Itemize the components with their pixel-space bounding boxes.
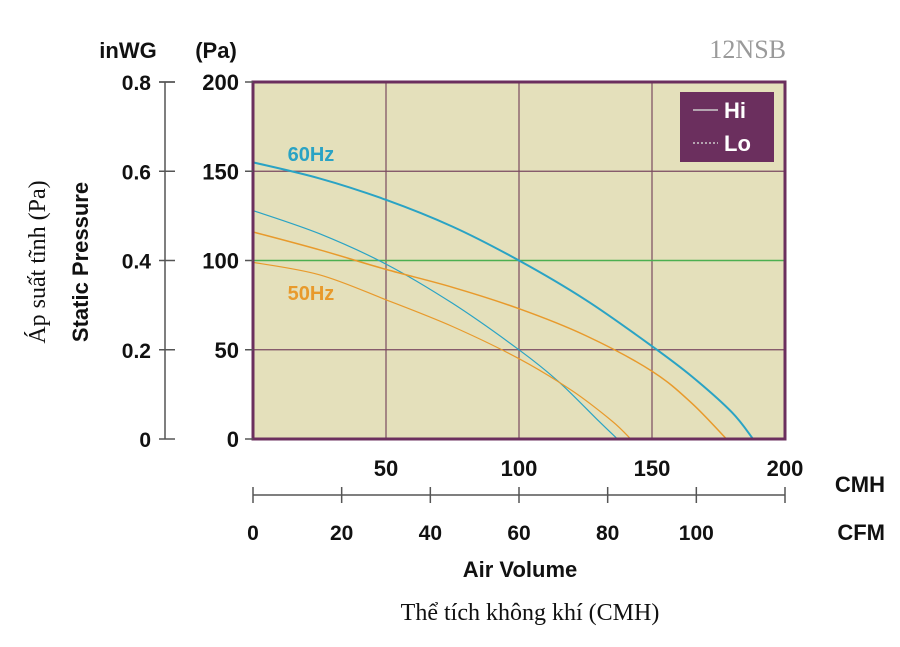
cfm-tick-label: 20 — [330, 522, 353, 545]
model-label: 12NSB — [709, 35, 786, 64]
inwg-tick-label: 0.4 — [122, 251, 152, 274]
cmh-unit: CMH — [835, 472, 885, 497]
cfm-tick-label: 80 — [596, 522, 619, 545]
pa-tick-label: 200 — [202, 70, 239, 95]
y-title-vi: Áp suất tĩnh (Pa) — [25, 180, 51, 343]
left-axis-unit: inWG — [99, 38, 156, 63]
cfm-tick-label: 60 — [507, 522, 530, 545]
legend-box — [680, 92, 774, 162]
pa-tick-label: 150 — [202, 159, 239, 184]
pa-tick-label: 100 — [202, 249, 239, 274]
x-title-vi: Thể tích không khí (CMH) — [401, 600, 660, 626]
pa-tick-label: 50 — [215, 338, 239, 363]
series-line-60hz-lo — [252, 209, 618, 440]
cfm-unit: CFM — [837, 520, 885, 545]
annotation-50hz: 50Hz — [288, 283, 335, 305]
cfm-tick-label: 0 — [247, 522, 259, 545]
inwg-tick-label: 0.8 — [122, 72, 152, 95]
series-line-50hz-lo — [252, 261, 632, 440]
cmh-tick-label: 100 — [501, 456, 538, 481]
inwg-tick-label: 0.6 — [122, 161, 151, 184]
annotation-60hz: 60Hz — [288, 144, 335, 166]
legend-label-hi: Hi — [724, 98, 746, 123]
legend: Hi Lo — [680, 92, 774, 162]
inwg-tick-label: 0.2 — [122, 340, 151, 363]
cmh-tick-label: 50 — [374, 456, 398, 481]
legend-label-lo: Lo — [724, 131, 751, 156]
series-line-60hz-hi — [252, 161, 754, 440]
series-line-50hz-hi — [252, 231, 728, 440]
inwg-tick-label: 0 — [139, 429, 151, 452]
cfm-tick-label: 40 — [419, 522, 442, 545]
cmh-tick-label: 200 — [767, 456, 804, 481]
right-axis-unit: (Pa) — [195, 38, 237, 63]
y-title-en: Static Pressure — [68, 182, 93, 342]
cmh-tick-label: 150 — [634, 456, 671, 481]
pa-tick-label: 0 — [227, 427, 239, 452]
x-title-en: Air Volume — [463, 557, 578, 582]
cfm-tick-label: 100 — [679, 522, 714, 545]
